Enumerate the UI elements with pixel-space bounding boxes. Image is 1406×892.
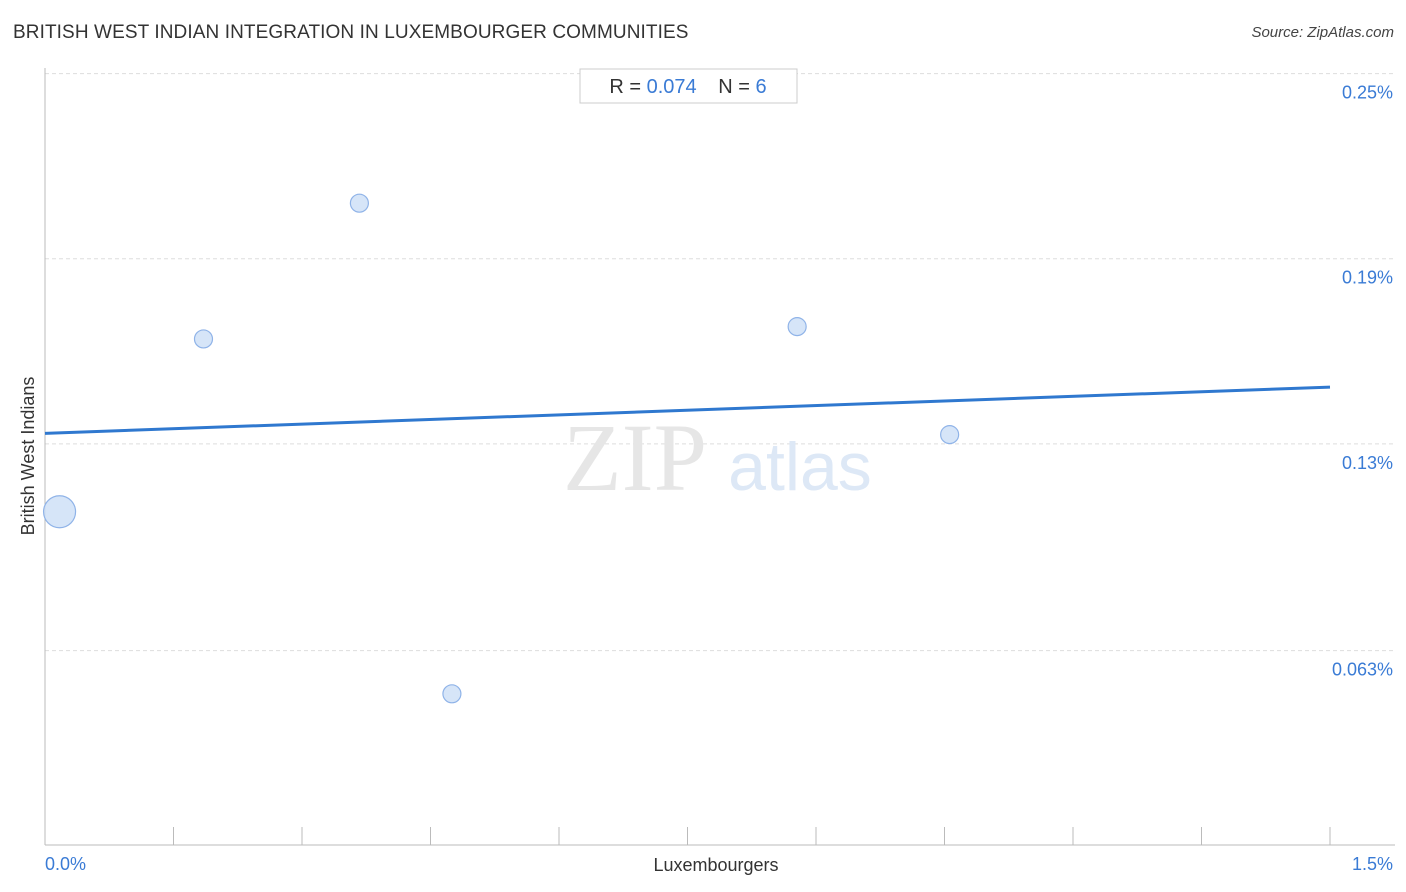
x-tick-label: 0.0% <box>45 854 86 874</box>
x-tick-label: 1.5% <box>1352 854 1393 874</box>
x-axis-title: Luxembourgers <box>653 855 778 875</box>
data-point <box>442 684 462 704</box>
watermark-zip: ZIP <box>563 404 707 511</box>
zipatlas-watermark: ZIP atlas <box>563 404 872 511</box>
tick-labels: 0.25% 0.19% 0.13% 0.063% 0.0% 1.5% <box>45 83 1393 874</box>
data-point <box>42 495 77 529</box>
y-tick-label: 0.063% <box>1332 660 1393 680</box>
axes <box>44 68 1395 846</box>
y-axis-title: British West Indians <box>18 377 38 536</box>
source-label: Source: ZipAtlas.com <box>1251 24 1394 41</box>
n-label: N = <box>718 76 750 98</box>
trend-line <box>44 385 1331 435</box>
r-label: R = <box>609 76 641 98</box>
y-tick-label: 0.19% <box>1342 268 1393 288</box>
n-value: 6 <box>756 76 767 98</box>
data-points <box>42 193 960 704</box>
chart-title: BRITISH WEST INDIAN INTEGRATION IN LUXEM… <box>13 22 689 43</box>
y-tick-label: 0.25% <box>1342 83 1393 103</box>
data-point <box>940 425 960 445</box>
data-point <box>193 329 214 349</box>
grid-lines <box>45 73 1395 652</box>
stats-box: R = 0.074 N = 6 <box>579 68 798 104</box>
r-value: 0.074 <box>647 76 697 98</box>
y-tick-label: 0.13% <box>1342 453 1393 473</box>
data-point <box>787 317 807 337</box>
data-point <box>349 193 369 213</box>
stats-text: R = 0.074 N = 6 <box>609 76 766 98</box>
watermark-atlas: atlas <box>728 429 872 505</box>
stats-box-frame <box>579 68 798 104</box>
trend-line-group <box>44 385 1331 435</box>
